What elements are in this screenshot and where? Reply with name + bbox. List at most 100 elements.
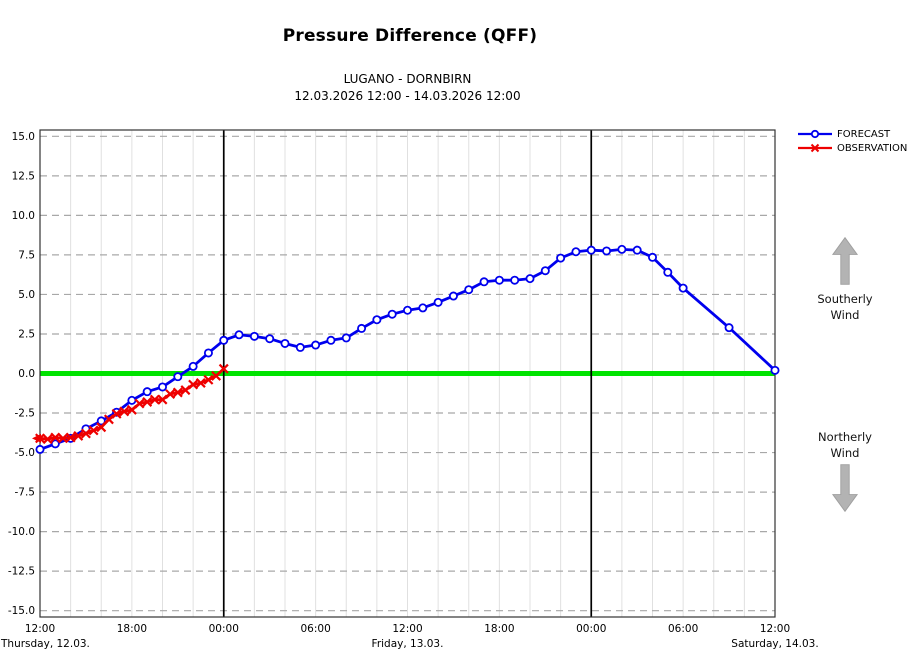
x-axis-tick-labels: 12:00 18:00 00:00 06:00 12:00 18:00 00:00 06:00…	[25, 623, 790, 635]
observation-point-marker	[157, 394, 168, 405]
forecast-point-marker	[525, 274, 535, 284]
forecast-point-marker	[203, 348, 213, 358]
x-tick-label: 18:00	[117, 623, 147, 635]
observation-point-marker	[142, 396, 153, 407]
observation-point-marker	[57, 433, 68, 444]
observation-point-marker	[119, 406, 130, 417]
forecast-point-marker	[556, 253, 566, 263]
legend-label-observation: OBSERVATION	[837, 142, 908, 154]
midnight-lines	[222, 130, 593, 617]
southerly-wind-label: Southerly Wind	[817, 292, 873, 322]
forecast-point-marker	[341, 333, 351, 343]
southerly-wind-up-arrow-icon	[831, 236, 859, 285]
forecast-point-marker	[142, 387, 152, 397]
forecast-point-marker	[219, 335, 229, 345]
forecast-point-marker	[96, 416, 106, 426]
observation-point-marker	[165, 389, 176, 400]
forecast-point-marker	[663, 267, 673, 277]
forecast-point-marker	[617, 244, 627, 254]
y-tick-label: 2.5	[18, 328, 35, 340]
y-tick-label: 0.0	[18, 368, 35, 380]
forecast-point-marker	[510, 275, 520, 285]
forecast-point-marker	[35, 444, 45, 454]
observation-point-marker	[35, 433, 45, 444]
forecast-point-marker	[586, 245, 596, 255]
forecast-point-marker	[234, 330, 244, 340]
forecast-point-marker	[188, 361, 198, 371]
x-axis-day-labels: Thursday, 12.03. Friday, 13.03. Saturday, …	[0, 638, 819, 650]
forecast-point-marker	[678, 283, 688, 293]
legend-label-forecast: FORECAST	[837, 128, 891, 140]
observation-point-marker	[172, 387, 183, 398]
y-tick-label: -10.0	[8, 526, 35, 538]
observation-point-marker	[218, 363, 229, 374]
y-tick-label: 7.5	[18, 249, 35, 261]
observation-point-marker	[211, 370, 222, 381]
observation-point-marker	[103, 414, 114, 425]
legend-row-forecast: FORECAST	[797, 127, 907, 141]
x-tick-label: 00:00	[209, 623, 239, 635]
forecast-point-marker	[433, 297, 443, 307]
forecast-point-marker	[418, 303, 428, 313]
observation-point-marker	[180, 385, 191, 396]
observation-point-marker	[65, 432, 76, 443]
observation-point-marker	[73, 430, 84, 441]
forecast-point-marker	[173, 372, 183, 382]
observation-line-sample-icon	[798, 143, 832, 153]
forecast-point-marker	[464, 285, 474, 295]
legend: FORECAST OBSERVATION	[797, 127, 907, 155]
chart-subtitle-period: 12.03.2026 12:00 - 14.03.2026 12:00	[294, 89, 521, 103]
x-tick-label: 00:00	[576, 623, 606, 635]
forecast-point-marker	[571, 247, 581, 257]
forecast-point-marker	[448, 291, 458, 301]
forecast-point-marker	[770, 365, 780, 375]
forecast-point-marker	[50, 439, 60, 449]
day-label: Saturday, 14.03.	[731, 638, 818, 650]
forecast-series	[35, 244, 780, 454]
legend-row-observation: OBSERVATION	[797, 141, 907, 155]
forecast-point-marker	[249, 331, 259, 341]
x-tick-label: 18:00	[484, 623, 514, 635]
y-tick-label: 5.0	[18, 289, 35, 301]
observation-point-marker	[96, 422, 107, 433]
x-tick-label: 12:00	[25, 623, 55, 635]
observation-point-marker	[203, 374, 214, 385]
x-tick-label: 06:00	[300, 623, 330, 635]
forecast-line-sample-icon	[798, 129, 832, 139]
y-axis-tick-labels: -15.0 -12.5 -10.0 -7.5 -5.0 -2.5 0.0 2.5 5.0 7.5 1…	[8, 131, 35, 617]
day-label: Thursday, 12.03.	[0, 638, 90, 650]
forecast-point-marker	[402, 305, 412, 315]
y-tick-label: -7.5	[15, 487, 36, 499]
chart-subtitle-stations: LUGANO - DORNBIRN	[343, 72, 472, 86]
y-tick-label: 12.5	[12, 170, 35, 182]
observation-point-marker	[80, 428, 91, 439]
y-tick-label: -5.0	[15, 447, 36, 459]
observation-series	[32, 363, 229, 445]
forecast-point-marker	[127, 395, 137, 405]
observation-point-marker	[42, 434, 53, 445]
forecast-point-marker	[357, 323, 367, 333]
x-tick-label: 12:00	[760, 623, 790, 635]
chart-title: Pressure Difference (QFF)	[282, 26, 538, 46]
x-tick-label: 12:00	[392, 623, 422, 635]
forecast-point-marker	[280, 338, 290, 348]
observation-point-marker	[195, 378, 206, 388]
forecast-point-marker	[311, 340, 321, 350]
forecast-point-marker	[479, 277, 489, 287]
forecast-point-marker	[265, 334, 275, 344]
forecast-point-marker	[295, 342, 305, 352]
y-tick-label: 15.0	[12, 131, 35, 143]
forecast-point-marker	[157, 382, 167, 392]
forecast-point-marker	[632, 245, 642, 255]
forecast-point-marker	[326, 335, 336, 345]
forecast-point-marker	[494, 275, 504, 285]
y-tick-label: 10.0	[12, 210, 35, 222]
day-label: Friday, 13.03.	[372, 638, 444, 650]
horizontal-gridlines	[40, 135, 775, 612]
x-tick-label: 06:00	[668, 623, 698, 635]
forecast-point-marker	[602, 246, 612, 256]
observation-point-marker	[111, 408, 122, 419]
forecast-point-marker	[648, 252, 658, 262]
